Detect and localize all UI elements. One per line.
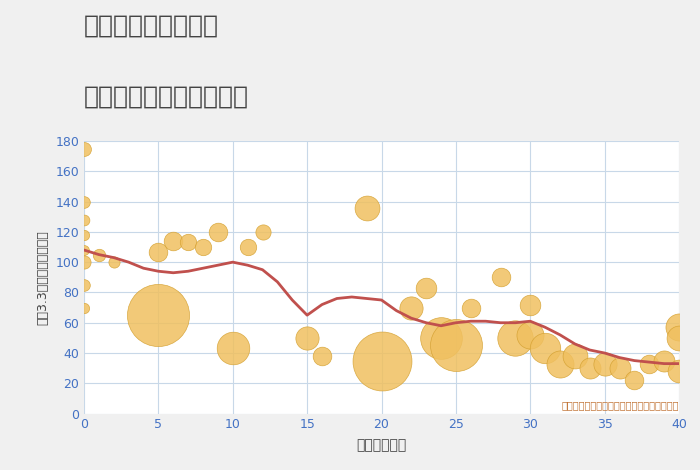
Point (673, 368, 685, 375)
Point (227, 345, 238, 352)
Point (510, 334, 521, 342)
Point (673, 334, 685, 342)
Point (450, 342, 461, 349)
Point (435, 334, 447, 342)
Y-axis label: 坪（3.3㎡）単価（万円）: 坪（3.3㎡）単価（万円） (36, 230, 50, 325)
Text: 円の大きさは、取引のあった物件面積を示す: 円の大きさは、取引のあった物件面積を示す (561, 400, 679, 411)
Point (421, 284, 432, 292)
Text: 兵庫県姫路市辻井の: 兵庫県姫路市辻井の (84, 14, 219, 38)
Point (78, 145, 90, 152)
Point (168, 237, 179, 245)
Point (673, 323, 685, 331)
X-axis label: 築年数（年）: 築年数（年） (356, 439, 407, 453)
Point (540, 345, 551, 352)
Point (183, 239, 194, 246)
Point (78, 281, 90, 289)
Point (257, 228, 268, 235)
Point (78, 258, 90, 266)
Point (93, 251, 104, 258)
Point (316, 352, 328, 360)
Point (78, 198, 90, 205)
Point (302, 334, 313, 342)
Point (659, 357, 670, 364)
Point (614, 364, 625, 372)
Point (525, 301, 536, 308)
Text: 築年数別中古戸建て価格: 築年数別中古戸建て価格 (84, 85, 249, 109)
Point (406, 304, 417, 311)
Point (212, 228, 223, 235)
Point (376, 357, 387, 364)
Point (361, 204, 372, 212)
Point (569, 352, 580, 360)
Point (153, 248, 164, 255)
Point (584, 364, 595, 372)
Point (153, 312, 164, 319)
Point (78, 216, 90, 224)
Point (644, 360, 655, 368)
Point (197, 243, 209, 251)
Point (78, 304, 90, 311)
Point (629, 376, 640, 384)
Point (554, 360, 566, 368)
Point (242, 243, 253, 251)
Point (465, 304, 476, 311)
Point (525, 331, 536, 338)
Point (599, 360, 610, 368)
Point (78, 246, 90, 254)
Point (495, 274, 506, 281)
Point (78, 231, 90, 239)
Point (108, 258, 119, 266)
